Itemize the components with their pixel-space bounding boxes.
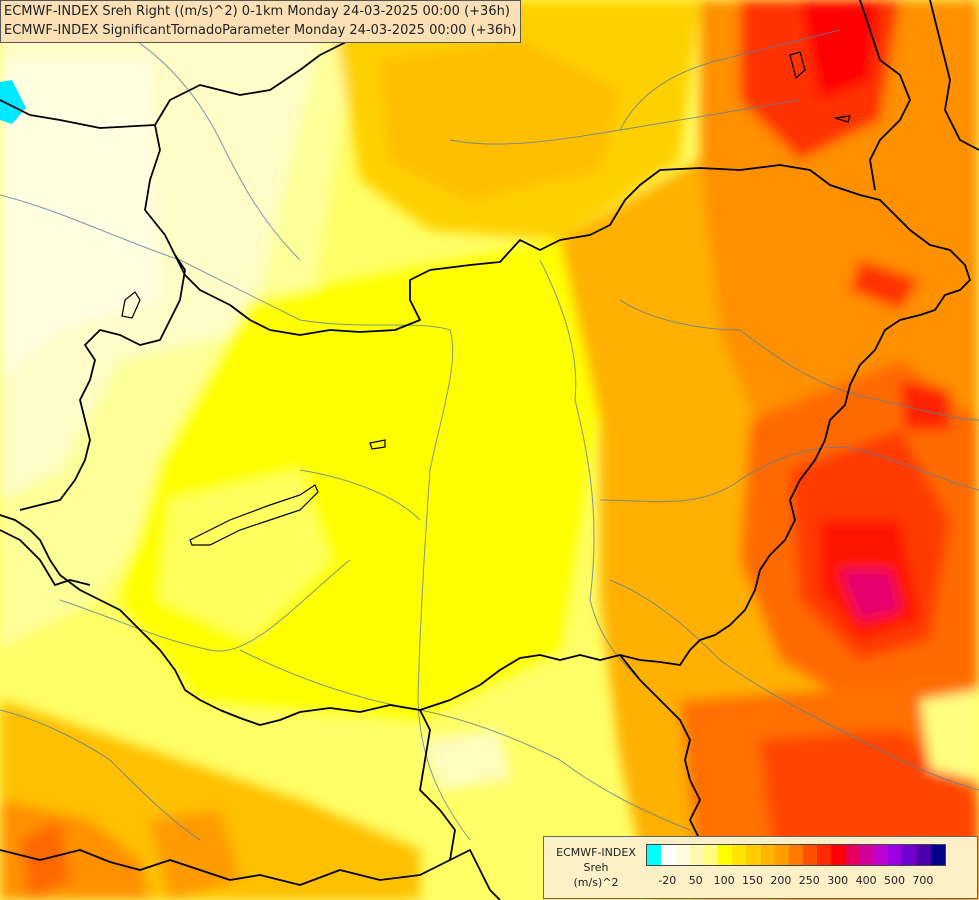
legend-swatch <box>888 845 903 865</box>
legend-swatch <box>661 845 676 865</box>
legend-swatch <box>647 845 662 865</box>
legend-tick-label: 150 <box>742 874 763 887</box>
legend-swatch <box>859 845 874 865</box>
legend-tick-label: 400 <box>855 874 877 887</box>
legend-swatch <box>902 845 917 865</box>
legend-tick-label: 100 <box>713 874 735 887</box>
legend-swatch <box>831 845 846 865</box>
legend-tick-label: 700 <box>912 874 934 887</box>
legend-title-param: Sreh <box>583 861 609 874</box>
legend-swatch <box>930 845 945 865</box>
rivers <box>0 29 979 841</box>
legend-swatch <box>746 845 761 865</box>
color-legend: ECMWF-INDEX Sreh (m/s)^2 -20 50 100 150 200 2… <box>543 836 978 899</box>
legend-tick-label: 200 <box>770 874 792 887</box>
legend-swatch <box>675 845 690 865</box>
legend-tick-label: 500 <box>884 874 905 887</box>
legend-title: ECMWF-INDEX Sreh (m/s)^2 <box>548 845 644 890</box>
map-title: ECMWF-INDEX Sreh Right ((m/s)^2) 0-1km M… <box>0 0 522 43</box>
legend-swatch <box>817 845 832 865</box>
legend-swatch <box>760 845 775 865</box>
legend-tick-label: -20 <box>658 874 677 887</box>
legend-swatch <box>689 845 704 865</box>
lakes <box>121 51 851 546</box>
legend-title-unit: (m/s)^2 <box>573 876 619 889</box>
title-sreh: ECMWF-INDEX Sreh Right ((m/s)^2) 0-1km M… <box>4 4 510 19</box>
legend-tick-label: 50 <box>688 874 703 887</box>
legend-tick-label: 300 <box>827 874 849 887</box>
legend-tick-label: 250 <box>798 874 820 887</box>
legend-swatch <box>803 845 818 865</box>
legend-swatch <box>717 845 733 865</box>
legend-swatch <box>788 845 804 865</box>
legend-swatch <box>874 845 889 865</box>
title-stp: ECMWF-INDEX SignificantTornadoParameter … <box>4 23 517 38</box>
legend-swatch <box>774 845 789 865</box>
legend-swatch <box>703 845 718 865</box>
legend-swatch <box>732 845 747 865</box>
legend-swatch <box>916 845 931 865</box>
negative-sreh-patch <box>0 80 26 124</box>
legend-ticks: -20 50 100 150 200 250 300 400 500 700 <box>646 874 976 890</box>
legend-swatches <box>646 844 946 866</box>
legend-swatch <box>845 845 860 865</box>
legend-title-source: ECMWF-INDEX <box>556 846 636 859</box>
